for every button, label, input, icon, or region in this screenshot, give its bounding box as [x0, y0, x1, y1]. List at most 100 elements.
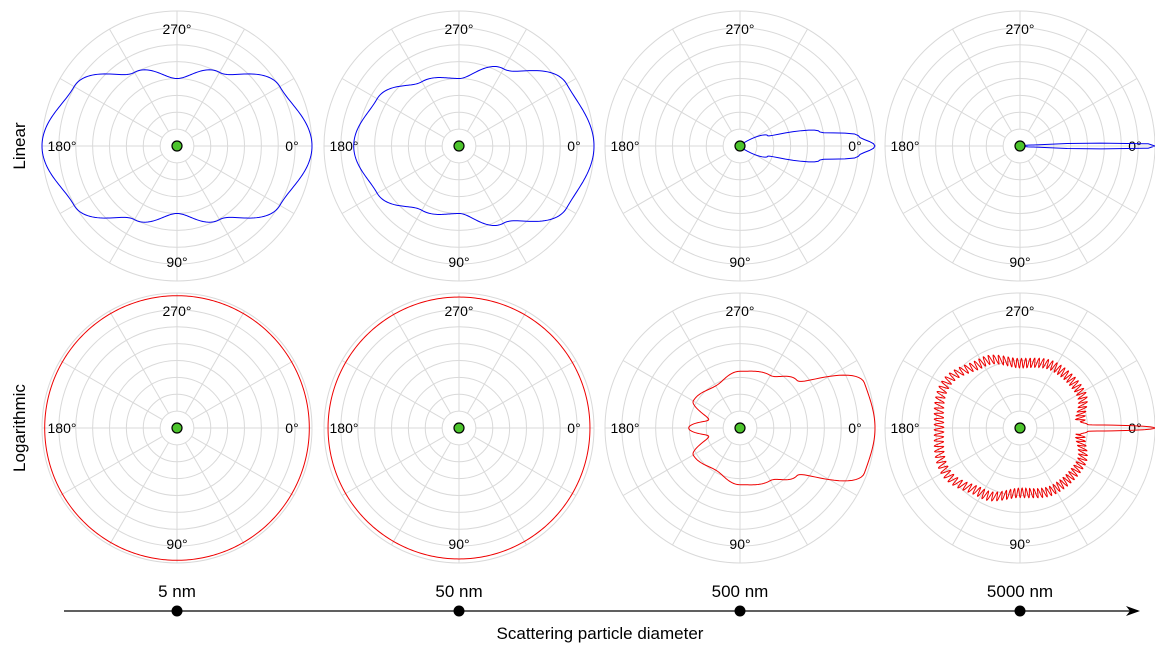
size-label-500nm: 500 nm [712, 582, 769, 601]
scattering-curve-linear-50nm [353, 65, 595, 227]
grid-spoke [185, 310, 245, 414]
grid-spoke [467, 442, 527, 546]
angle-label-90: 90° [729, 536, 750, 552]
angle-label-90: 90° [166, 536, 187, 552]
grid-spoke [109, 442, 169, 546]
angle-label-0: 0° [285, 138, 298, 154]
grid-spoke [391, 442, 451, 546]
grid-spoke [748, 28, 808, 132]
grid-spoke [191, 436, 295, 496]
grid-spoke [1034, 360, 1138, 420]
size-axis: 5 nm 50 nm 500 nm 5000 nm Scattering par… [64, 582, 1140, 643]
grid-spoke [467, 160, 527, 264]
particle-center-marker [734, 422, 746, 434]
angle-label-180: 180° [611, 420, 640, 436]
angle-label-270: 270° [1006, 21, 1035, 37]
grid-spoke [1028, 160, 1088, 264]
size-axis-title: Scattering particle diameter [497, 624, 704, 643]
particle-center-marker [171, 140, 183, 152]
grid-spoke [473, 78, 577, 138]
angle-label-180: 180° [48, 420, 77, 436]
grid-spoke [622, 154, 726, 214]
grid-spoke [622, 78, 726, 138]
grid-spoke [341, 154, 445, 214]
grid-spoke [391, 160, 451, 264]
size-point-500nm [734, 605, 746, 617]
grid-spoke [59, 154, 163, 214]
particle-center-marker [453, 140, 465, 152]
angle-label-0: 0° [567, 420, 580, 436]
grid-spoke [754, 436, 858, 496]
grid-spoke [902, 436, 1006, 496]
angle-label-270: 270° [445, 303, 474, 319]
grid-spoke [467, 310, 527, 414]
polar-panels: 0°180°270°90°0°180°270°90°0°180°270°90°0… [41, 10, 1155, 564]
polar-panel-log-50nm: 0° 180° 270° 90° [323, 292, 595, 564]
scattering-curve-log-50nm [327, 296, 591, 560]
grid-spoke [185, 28, 245, 132]
grid-spoke [1028, 28, 1088, 132]
grid-spoke [748, 310, 808, 414]
grid-spoke [341, 78, 445, 138]
grid-spoke [109, 28, 169, 132]
polar-panel-linear-5000nm: 0° 180° 270° 90° [884, 10, 1155, 282]
particle-center-marker [734, 140, 746, 152]
particle-center-marker [1014, 140, 1026, 152]
grid-spoke [191, 78, 295, 138]
size-label-5000nm: 5000 nm [987, 582, 1053, 601]
angle-label-90: 90° [448, 254, 469, 270]
polar-panel-log-5nm: 0° 180° 270° 90° [41, 292, 313, 564]
row-label-linear: Linear [10, 122, 29, 170]
angle-label-270: 270° [163, 303, 192, 319]
row-label-logarithmic: Logarithmic [10, 384, 29, 472]
particle-center-marker [171, 422, 183, 434]
grid-spoke [672, 442, 732, 546]
grid-spoke [952, 442, 1012, 546]
polar-panel-linear-5nm: 0° 180° 270° 90° [41, 10, 313, 282]
angle-label-180: 180° [611, 138, 640, 154]
angle-label-90: 90° [1009, 254, 1030, 270]
grid-spoke [473, 360, 577, 420]
scattering-curve-log-5nm [44, 295, 310, 561]
grid-spoke [1034, 154, 1138, 214]
grid-spoke [748, 442, 808, 546]
grid-spoke [902, 360, 1006, 420]
grid-spoke [473, 154, 577, 214]
particle-center-marker [453, 422, 465, 434]
size-point-5nm [171, 605, 183, 617]
grid-spoke [748, 160, 808, 264]
size-point-5000nm [1014, 605, 1026, 617]
angle-label-180: 180° [48, 138, 77, 154]
angle-label-90: 90° [729, 254, 750, 270]
polar-panel-log-5000nm: 0° 180° 270° 90° [884, 292, 1155, 564]
grid-spoke [754, 154, 858, 214]
grid-spoke [109, 160, 169, 264]
grid-spoke [59, 360, 163, 420]
angle-label-270: 270° [726, 21, 755, 37]
grid-spoke [341, 360, 445, 420]
grid-spoke [59, 436, 163, 496]
grid-spoke [191, 154, 295, 214]
polar-panel-linear-50nm: 0° 180° 270° 90° [323, 10, 595, 282]
angle-label-0: 0° [285, 420, 298, 436]
size-label-50nm: 50 nm [435, 582, 482, 601]
polar-panel-linear-500nm: 0° 180° 270° 90° [604, 10, 876, 282]
grid-spoke [672, 160, 732, 264]
angle-label-180: 180° [891, 420, 920, 436]
grid-spoke [467, 28, 527, 132]
grid-spoke [952, 28, 1012, 132]
grid-spoke [185, 442, 245, 546]
angle-label-90: 90° [448, 536, 469, 552]
grid-spoke [754, 78, 858, 138]
grid-spoke [1028, 442, 1088, 546]
angle-label-270: 270° [445, 21, 474, 37]
grid-spoke [754, 360, 858, 420]
angle-label-180: 180° [330, 420, 359, 436]
angle-label-270: 270° [1006, 303, 1035, 319]
grid-spoke [391, 28, 451, 132]
grid-spoke [672, 28, 732, 132]
grid-spoke [672, 310, 732, 414]
particle-center-marker [1014, 422, 1026, 434]
angle-label-0: 0° [567, 138, 580, 154]
angle-label-0: 0° [848, 138, 861, 154]
